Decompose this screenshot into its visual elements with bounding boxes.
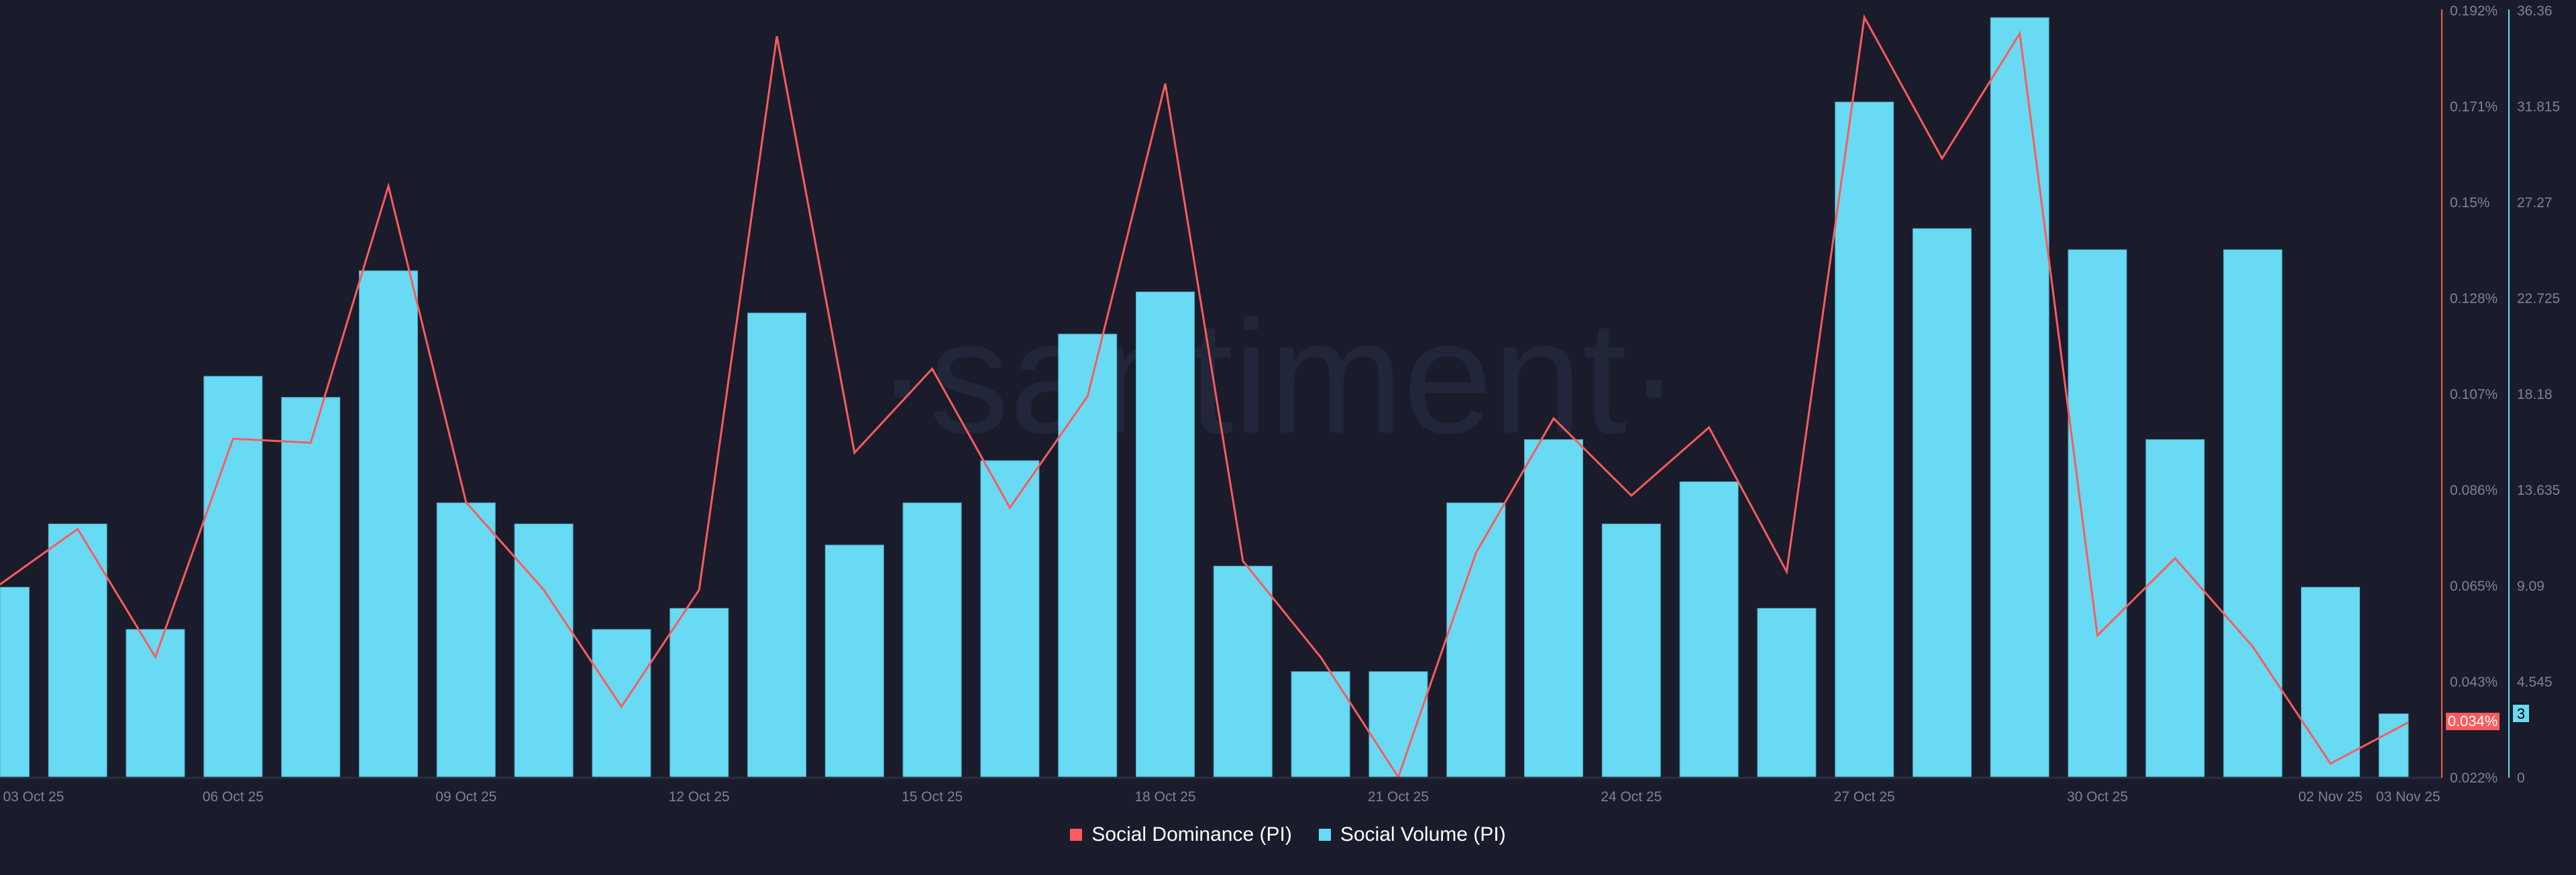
volume-bar [1913,228,1972,778]
legend-label: Social Dominance (PI) [1091,823,1292,845]
y-tick-label: 0 [2517,770,2525,786]
volume-bar [592,629,651,778]
volume-bar [1213,565,1273,778]
volume-bar [2301,587,2360,778]
dominance-axis-ticks: 0.192% 0.171% 0.15% 0.128% 0.107% 0.086% 0.065… [2450,3,2498,786]
volume-bar [514,523,574,778]
x-tick-label: 12 Oct 25 [669,789,730,805]
volume-bar [0,587,30,778]
x-tick-label: 03 Nov 25 [2376,789,2440,805]
x-axis-ticks: 03 Oct 25 06 Oct 25 09 Oct 25 12 Oct 25 15 O… [3,789,2440,805]
y-tick-label: 0.192% [2450,3,2498,19]
volume-bar [1291,671,1350,778]
volume-bar [2378,713,2409,778]
dominance-current-value: 0.034% [2448,713,2498,730]
y-tick-label: 0.128% [2450,291,2498,306]
volume-axis-ticks: 36.36 31.815 27.27 22.725 18.18 13.635 9.09 4.5… [2517,3,2560,786]
legend-item-social-dominance[interactable]: Social Dominance (PI) [1070,823,1292,846]
x-tick-label: 03 Oct 25 [3,789,64,805]
x-tick-label: 15 Oct 25 [902,789,963,805]
volume-bar [2223,249,2283,778]
y-tick-label: 0.171% [2450,99,2498,115]
y-tick-label: 0.043% [2450,675,2498,690]
x-tick-label: 21 Oct 25 [1368,789,1429,805]
y-tick-label: 36.36 [2517,3,2553,19]
volume-bar [1368,671,1428,778]
volume-current-value: 3 [2517,705,2525,722]
x-tick-label: 06 Oct 25 [203,789,264,805]
legend-item-social-volume[interactable]: Social Volume (PI) [1318,823,1506,846]
chart-legend: Social Dominance (PI) Social Volume (PI) [0,823,2576,846]
volume-current-value-badge: 3 [2513,705,2529,722]
x-tick-label: 02 Nov 25 [2298,789,2363,805]
x-tick-label: 27 Oct 25 [1834,789,1895,805]
volume-bar [980,460,1040,778]
volume-bar [281,397,341,778]
volume-bar [1058,333,1118,778]
volume-bar [824,544,884,778]
y-tick-label: 27.27 [2517,195,2553,211]
y-tick-label: 13.635 [2517,483,2560,498]
volume-bar [1524,439,1583,778]
x-tick-label: 09 Oct 25 [435,789,496,805]
volume-bar [669,607,729,778]
volume-bar [1136,291,1195,778]
volume-bar [1446,502,1506,778]
volume-bar [203,375,263,778]
social-dominance-swatch-icon [1070,829,1083,841]
y-tick-label: 18.18 [2517,387,2553,402]
volume-bar [1990,17,2049,778]
y-tick-label: 0.022% [2450,770,2498,786]
y-tick-label: 0.107% [2450,387,2498,402]
volume-bar [1601,523,1661,778]
dominance-current-value-badge: 0.034% [2446,713,2500,730]
y-tick-label: 31.815 [2517,99,2560,115]
santiment-watermark: ·santiment· [875,287,1680,467]
y-tick-label: 0.086% [2450,483,2498,498]
volume-bar [359,270,418,778]
social-volume-bars [0,17,2409,778]
y-tick-label: 22.725 [2517,291,2560,306]
volume-bar [1835,101,1894,778]
x-tick-label: 18 Oct 25 [1134,789,1195,805]
volume-bar [1757,607,1817,778]
y-tick-label: 0.15% [2450,195,2490,211]
y-tick-label: 9.09 [2517,579,2544,594]
social-volume-swatch-icon [1318,829,1331,841]
x-tick-label: 30 Oct 25 [2067,789,2128,805]
volume-bar [1679,481,1739,778]
legend-label: Social Volume (PI) [1340,823,1506,845]
y-tick-label: 0.065% [2450,579,2498,594]
social-dominance-line [0,14,2409,780]
x-tick-label: 24 Oct 25 [1601,789,1662,805]
volume-bar [436,502,496,778]
volume-bar [747,312,806,778]
volume-bar [2145,439,2205,778]
volume-bar [902,502,962,778]
volume-bar [125,629,185,778]
volume-bar [2068,249,2127,778]
y-tick-label: 4.545 [2517,675,2553,690]
